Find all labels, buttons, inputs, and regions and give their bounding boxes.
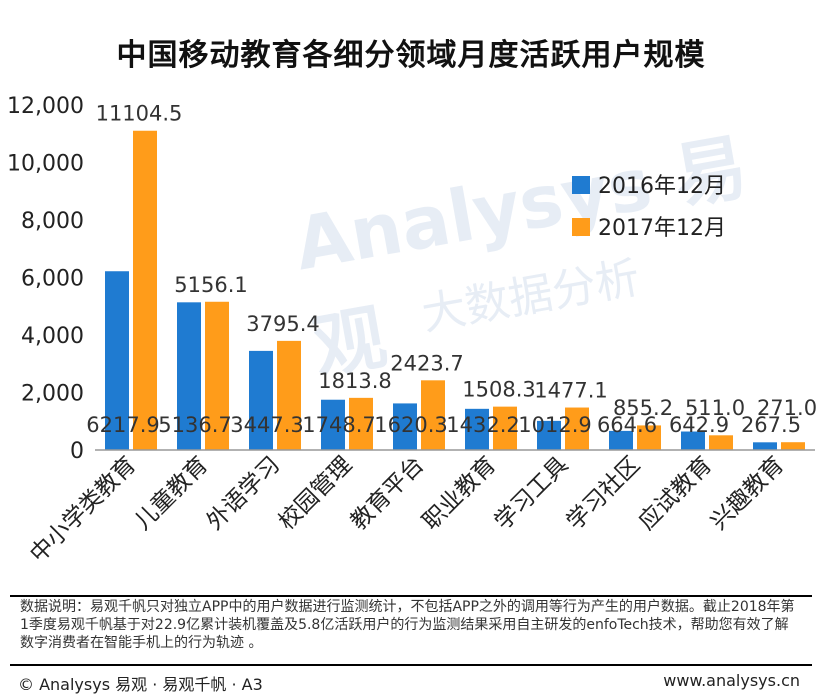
value-label-2016: 3447.3 [230, 413, 303, 437]
value-label-2017: 1508.3 [462, 378, 535, 402]
bar-2017 [277, 340, 301, 450]
bar-2016 [537, 420, 561, 450]
bar-2016 [465, 408, 489, 450]
x-category-label: 教育平台 [346, 452, 429, 535]
value-label-2017: 271.0 [757, 396, 817, 420]
x-axis-labels: 中小学类教育儿童教育外语学习校园管理教育平台职业教育学习工具学习社区应试教育兴趣… [25, 452, 789, 568]
x-category-label: 应试教育 [634, 452, 717, 535]
bars-group [105, 130, 805, 451]
y-tick-label: 0 [70, 439, 84, 464]
bar-2016 [681, 431, 705, 450]
footer-copyright: © Analysys 易观 · 易观千帆 · A3 [18, 675, 263, 694]
bar-2017 [205, 301, 229, 450]
value-label-2017: 3795.4 [246, 312, 319, 336]
y-tick-label: 12,000 [7, 94, 84, 119]
value-label-2016: 5136.7 [158, 413, 231, 437]
bar-chart: 0 2,000 4,000 6,000 8,000 10,000 12,000 6217.9… [7, 94, 817, 568]
bar-2016 [177, 302, 201, 450]
value-label-2017: 5156.1 [174, 273, 247, 297]
legend: 2016年12月 2017年12月 [572, 174, 726, 241]
value-label-2016: 6217.9 [86, 413, 159, 437]
bar-2017 [637, 425, 661, 450]
x-category-label: 学习工具 [490, 452, 573, 535]
value-label-2016: 1748.7 [302, 413, 375, 437]
bar-2017 [421, 380, 445, 450]
bar-2016 [105, 271, 129, 450]
x-category-label: 职业教育 [418, 452, 501, 535]
bar-2017 [781, 442, 805, 450]
bar-2017 [709, 435, 733, 450]
x-category-label: 兴趣教育 [706, 452, 789, 535]
x-category-label: 外语学习 [202, 452, 285, 535]
value-label-2017: 11104.5 [96, 102, 183, 126]
y-tick-label: 6,000 [21, 267, 84, 292]
legend-label: 2016年12月 [598, 174, 726, 199]
y-tick-label: 8,000 [21, 209, 84, 234]
x-category-label: 中小学类教育 [25, 452, 141, 568]
value-label-2016: 1432.2 [446, 413, 519, 437]
bar-2016 [321, 399, 345, 450]
bar-2017 [493, 406, 517, 450]
bar-2017 [133, 130, 157, 451]
value-label-2016: 1620.3 [374, 413, 447, 437]
value-label-2016: 642.9 [669, 413, 729, 437]
footer-website: www.analysys.cn [663, 671, 800, 690]
data-note: 数据说明：易观千帆只对独立APP中的用户数据进行监测统计，不包括APP之外的调用… [20, 599, 795, 651]
x-category-label: 儿童教育 [130, 452, 213, 535]
bar-2017 [565, 407, 589, 450]
bar-2016 [249, 350, 273, 450]
legend-swatch [572, 176, 590, 194]
bar-2016 [393, 403, 417, 450]
value-label-2017: 1477.1 [534, 379, 607, 403]
y-tick-label: 2,000 [21, 382, 84, 407]
value-label-2017: 511.0 [685, 396, 745, 420]
legend-swatch [572, 218, 590, 236]
bar-2017 [349, 397, 373, 450]
divider-top [10, 595, 812, 597]
value-label-2016: 1012.9 [518, 413, 591, 437]
value-label-2016: 267.5 [741, 413, 801, 437]
value-label-2017: 1813.8 [318, 369, 391, 393]
value-label-2017: 855.2 [613, 396, 673, 420]
x-category-label: 学习社区 [562, 452, 645, 535]
divider-bottom [10, 664, 812, 666]
bar-2016 [753, 442, 777, 450]
bar-2016 [609, 430, 633, 450]
y-tick-label: 10,000 [7, 152, 84, 177]
chart-title: 中国移动教育各细分领域月度活跃用户规模 [116, 38, 706, 73]
y-tick-label: 4,000 [21, 324, 84, 349]
value-labels-group: 6217.9 11104.5 5136.7 5156.1 3447.3 3795.4 174… [86, 102, 817, 437]
x-category-label: 校园管理 [274, 452, 357, 535]
legend-label: 2017年12月 [598, 216, 726, 241]
value-label-2016: 664.6 [597, 413, 657, 437]
y-axis: 0 2,000 4,000 6,000 8,000 10,000 12,000 [7, 94, 84, 464]
value-label-2017: 2423.7 [390, 351, 463, 375]
